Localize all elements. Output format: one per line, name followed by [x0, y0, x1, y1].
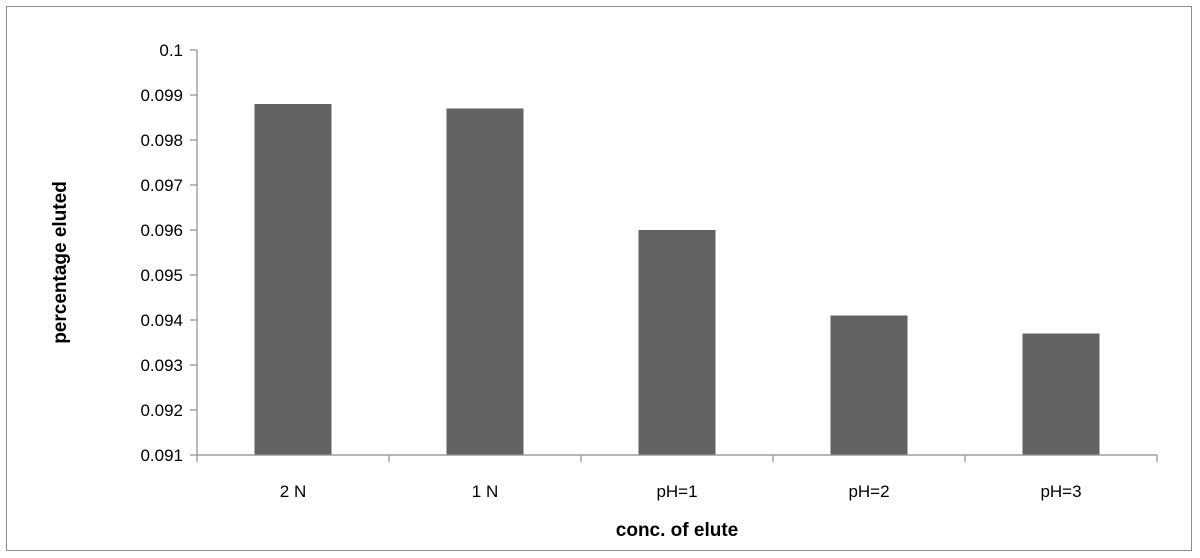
y-tick-label: 0.093: [140, 356, 183, 375]
y-axis-title: percentage eluted: [50, 181, 71, 344]
y-tick-label: 0.094: [140, 311, 183, 330]
bars-layer: [254, 104, 1100, 455]
y-tick-label: 0.098: [140, 131, 183, 150]
x-tick-label: pH=1: [656, 482, 697, 501]
axes-layer: [190, 49, 1158, 462]
bar-0: [254, 104, 332, 455]
y-tick-label: 0.097: [140, 176, 183, 195]
bar-1: [446, 108, 524, 455]
bar-2: [638, 230, 716, 455]
x-axis-title: conc. of elute: [616, 520, 738, 541]
chart-area: [6, 6, 1192, 551]
y-tick-label: 0.092: [140, 401, 183, 420]
bar-3: [830, 315, 908, 455]
y-tick-label: 0.095: [140, 266, 183, 285]
bar-4: [1022, 333, 1100, 455]
y-tick-label: 0.1: [159, 41, 183, 60]
y-tick-labels: 0.091 0.092 0.093 0.094 0.095 0.096 0.097 0.098…: [140, 41, 183, 465]
x-tick-label: 2 N: [280, 482, 306, 501]
y-tick-label: 0.096: [140, 221, 183, 240]
x-tick-label: pH=3: [1040, 482, 1081, 501]
x-tick-labels: 2 N 1 N pH=1 pH=2 pH=3: [280, 482, 1082, 501]
y-tick-label: 0.099: [140, 86, 183, 105]
y-tick-label: 0.091: [140, 446, 183, 465]
x-tick-label: 1 N: [472, 482, 498, 501]
x-tick-label: pH=2: [848, 482, 889, 501]
